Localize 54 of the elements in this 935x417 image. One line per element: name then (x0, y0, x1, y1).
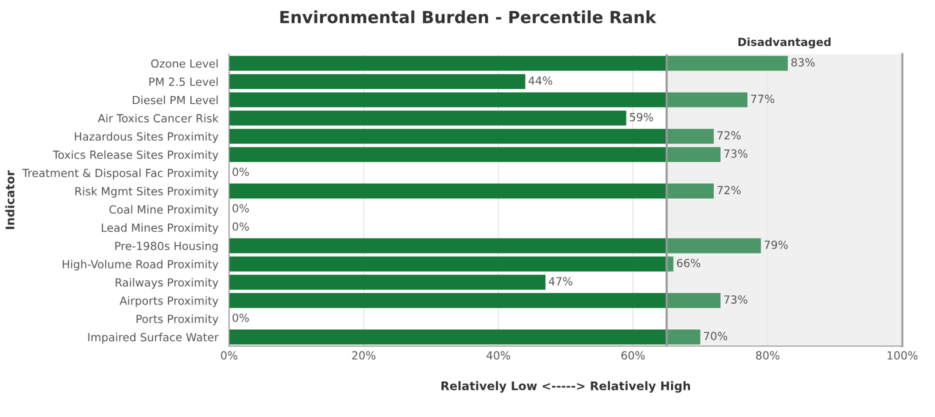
bar (229, 110, 626, 126)
bar (229, 293, 721, 308)
y-tick-label: Ports Proximity (136, 314, 218, 326)
bar (229, 128, 714, 144)
bar (229, 256, 674, 272)
data-label: 77% (751, 94, 774, 104)
bar (229, 274, 546, 290)
y-tick-label: Ozone Level (151, 59, 218, 68)
data-label: 72% (717, 131, 741, 140)
data-label: 70% (704, 332, 728, 340)
x-tick-label: 20% (352, 351, 376, 360)
y-tick-label: Railways Proximity (116, 278, 218, 289)
y-axis-title: Indicator (5, 170, 14, 229)
bar (229, 330, 700, 344)
x-tick-label: 80% (756, 351, 780, 360)
band-label: Disadvantaged (738, 38, 831, 48)
y-tick-label: PM 2.5 Level (149, 77, 218, 86)
chart-title: Environmental Burden - Percentile Rank (280, 10, 656, 24)
data-label: 0% (232, 168, 249, 176)
x-tick-label: 0% (220, 351, 238, 360)
data-label: 73% (724, 295, 748, 304)
bar (229, 184, 714, 199)
data-label: 66% (676, 258, 700, 268)
y-tick-label: Treatment & Disposal Fac Proximity (22, 168, 218, 180)
y-tick-label: Impaired Surface Water (88, 332, 219, 344)
data-label: 0% (232, 222, 249, 231)
data-label: 44% (528, 76, 552, 85)
y-tick-label: Hazardous Sites Proximity (74, 132, 218, 143)
data-label: 79% (764, 240, 788, 249)
y-tick-label: Toxics Release Sites Proximity (52, 150, 218, 162)
data-label: 73% (724, 149, 748, 158)
data-label: 0% (232, 204, 249, 213)
x-tick-label: 60% (621, 351, 645, 360)
bar (229, 147, 721, 162)
y-tick-label: Diesel PM Level (132, 96, 218, 104)
bar (229, 238, 761, 254)
y-tick-label: Pre-1980s Housing (115, 242, 218, 252)
bar (229, 92, 748, 108)
y-tick-label: Air Toxics Cancer Risk (98, 114, 219, 122)
data-label: 72% (717, 186, 741, 194)
y-tick-label: Lead Mines Proximity (102, 223, 218, 234)
y-tick-label: Coal Mine Proximity (109, 205, 218, 216)
x-axis-title: Relatively Low <-----> Relatively High (441, 381, 690, 393)
x-tick-label: 40% (486, 351, 510, 360)
y-tick-label: Airports Proximity (120, 296, 218, 308)
y-tick-label: Risk Mgmt Sites Proximity (75, 186, 218, 198)
data-label: 59% (630, 112, 654, 122)
data-label: 83% (791, 58, 815, 67)
y-tick-label: High-Volume Road Proximity (62, 260, 218, 271)
bar (229, 74, 526, 90)
data-label: 0% (232, 314, 249, 322)
x-tick-label: 100% (888, 351, 918, 360)
bar (229, 56, 788, 71)
data-label: 47% (548, 277, 572, 286)
